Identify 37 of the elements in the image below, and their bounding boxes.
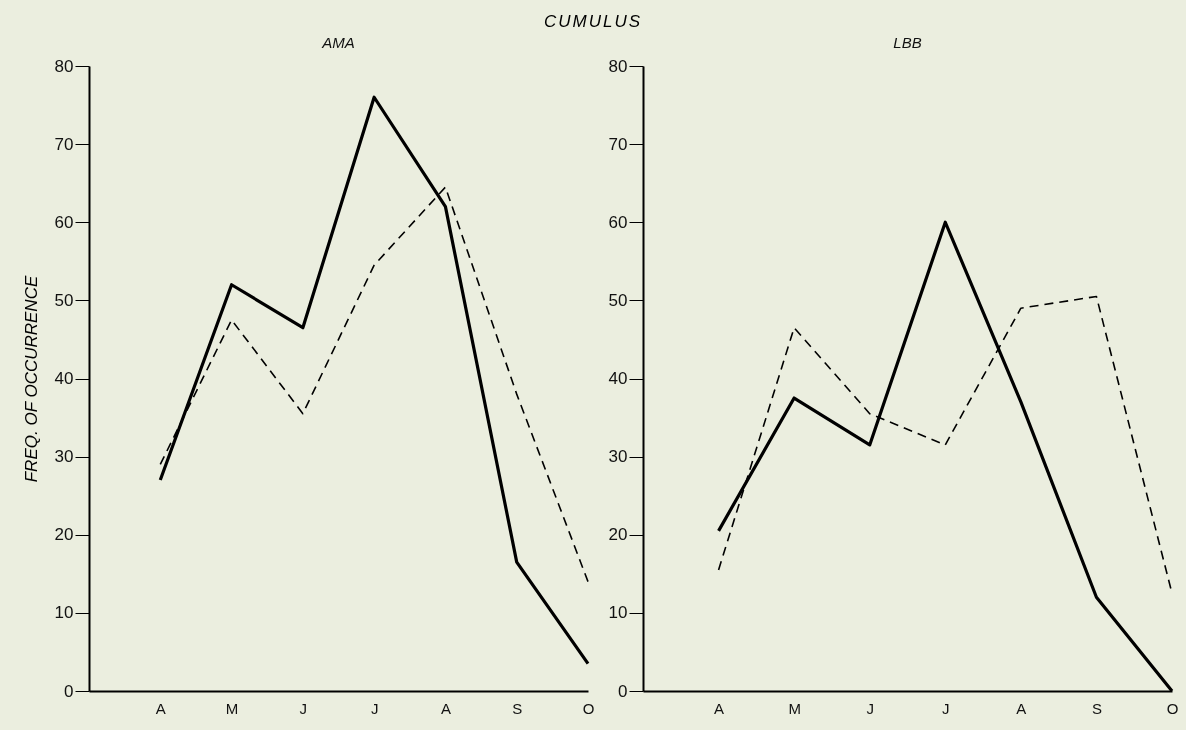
text: CUMULUS [542, 12, 644, 32]
y-tick-label: 80 [608, 56, 628, 76]
chart-title: AMA [321, 34, 355, 51]
x-tick-label: J [942, 699, 950, 717]
y-tick-label: 20 [608, 525, 628, 545]
x-tick-label: O [1166, 699, 1179, 717]
x-tick-label: J [299, 699, 308, 717]
y-tick-label: 10 [608, 603, 628, 623]
y-tick-label: 80 [54, 56, 74, 76]
y-tick-label: 20 [54, 525, 74, 545]
y-tick-label: 60 [608, 212, 628, 232]
y-tick-label: 70 [54, 134, 74, 154]
y-tick-label: 60 [54, 212, 74, 232]
x-tick-label: S [1091, 699, 1102, 717]
y-tick-label: 30 [608, 447, 628, 467]
chart-title: LBB [893, 34, 922, 51]
x-tick-label: J [866, 699, 874, 717]
y-tick-label: 10 [54, 603, 74, 623]
x-tick-label: S [512, 699, 523, 717]
y-tick-label: 40 [54, 369, 74, 388]
y-tick-label: 40 [608, 369, 628, 388]
y-tick-label: 50 [608, 290, 628, 310]
y-tick-label: 30 [54, 447, 74, 467]
x-tick-label: J [370, 699, 379, 717]
x-tick-label: M [225, 699, 239, 717]
y-tick-label: 50 [54, 290, 74, 310]
y-axis-title: FREQ. OF OCCURRENCE [21, 275, 41, 483]
x-tick-label: A [440, 699, 451, 717]
x-tick-label: M [788, 699, 801, 717]
y-tick-label: 0 [64, 681, 74, 701]
x-tick-label: A [155, 699, 166, 717]
x-tick-label: A [714, 699, 725, 717]
x-tick-label: A [1016, 699, 1027, 717]
y-tick-label: 0 [618, 681, 628, 701]
y-tick-label: 70 [608, 134, 628, 154]
line-series [158, 95, 590, 666]
x-tick-label: O [582, 699, 595, 717]
